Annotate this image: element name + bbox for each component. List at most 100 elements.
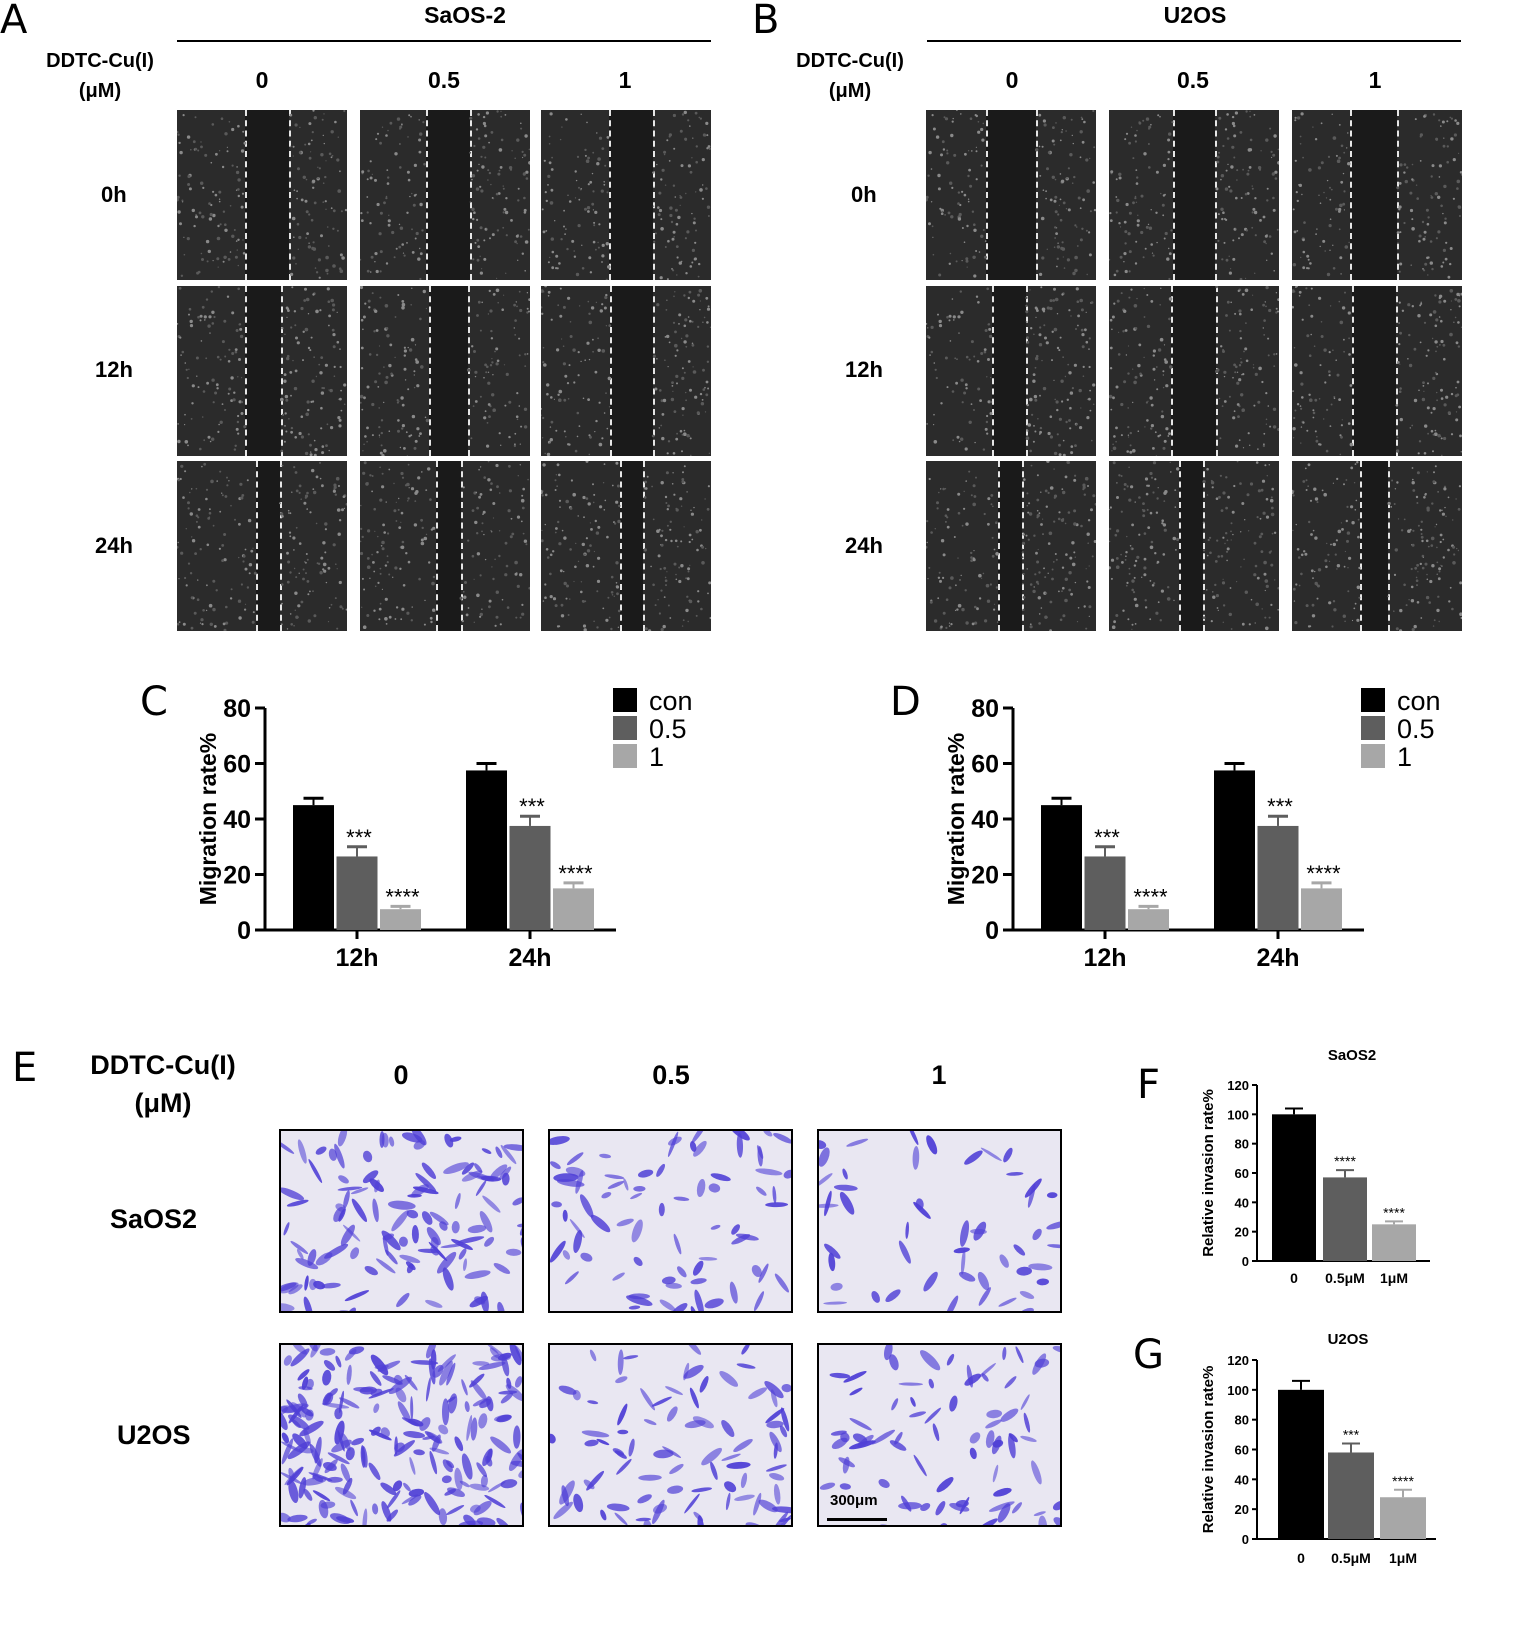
bar [509,825,551,930]
wound-edge-line [1036,110,1038,280]
y-tick-label: 0 [1242,1532,1249,1547]
wound-gap [620,461,643,631]
wound-gap [1171,286,1216,456]
significance-label: *** [346,825,372,850]
bar [1128,909,1169,930]
wound-micrograph [1292,110,1462,280]
chart-title: SaOS2 [1328,1047,1376,1064]
wound-gap [609,110,653,280]
wound-edge-line [1026,286,1028,456]
cell-texture [541,110,711,280]
bar [553,888,594,930]
y-axis-label: Migration rate% [943,733,969,906]
significance-label: **** [1383,1204,1405,1220]
transwell-image [817,1129,1062,1313]
cell-texture [360,461,530,629]
wound-edge-line [1179,461,1181,631]
wound-micrograph [926,110,1096,280]
dose-label: 0.5 [1177,67,1209,93]
time-label: 24h [845,533,883,558]
chart-title: U2OS [1328,1331,1369,1348]
bar [293,805,334,930]
x-tick-label: 24h [1256,944,1299,972]
invaded-cells [819,1131,1060,1311]
bar [1041,805,1082,930]
transwell-image [548,1343,793,1527]
legend-swatch [1361,688,1385,712]
transwell-image [279,1343,524,1527]
wound-edge-line [289,110,291,280]
wound-micrograph [1292,461,1462,631]
wound-edge-line [1388,461,1390,631]
legend-label: con [649,686,693,716]
x-tick-label: 1μM [1380,1270,1408,1286]
y-tick-label: 80 [1235,1413,1249,1428]
bar [1380,1497,1426,1539]
y-tick-label: 40 [1235,1195,1249,1210]
wound-edge-line [653,286,655,456]
panel-letter-d: D [890,679,921,725]
invasion-chart-f: SaOS2 0 20 40 60 80 100 120 Relative invasion ra… [1200,1047,1430,1286]
dose-label: 1 [618,67,632,93]
dose-label: 0.5 [652,1060,690,1090]
panel-letter-a: A [0,0,28,43]
wound-edge-line [653,110,655,280]
bar [466,770,507,930]
y-axis-label: Relative invasion rate% [1200,1366,1217,1534]
invaded-cells [281,1131,522,1311]
invaded-cells [550,1131,791,1311]
wound-gap [1352,286,1396,456]
wound-edge-line [998,461,1000,631]
scale-bar-label: 300μm [830,1492,878,1509]
wound-gap [1173,110,1215,280]
wound-edge-line [1203,461,1205,631]
y-tick-label: 20 [1235,1502,1249,1517]
y-tick-label: 0 [985,917,999,945]
cell-line-label: U2OS [117,1420,191,1450]
wound-micrograph [177,110,347,280]
x-tick-label: 0 [1290,1270,1298,1286]
y-axis-label: Migration rate% [195,733,221,906]
y-axis-label: Relative invasion rate% [1200,1089,1217,1257]
wound-edge-line [1171,286,1173,456]
y-tick-label: 120 [1227,1353,1249,1368]
wound-gap [245,110,289,280]
significance-label: **** [1306,861,1341,886]
cell-texture [1292,286,1462,456]
cell-line-title: U2OS [1163,2,1227,28]
significance-label: *** [1267,794,1293,819]
wound-micrograph [360,461,530,631]
wound-edge-line [986,110,988,280]
x-tick-label: 1μM [1389,1550,1417,1566]
wound-micrograph [541,110,711,280]
header-rule [927,40,1461,42]
wound-edge-line [245,286,247,456]
wound-edge-line [1215,110,1217,280]
cell-texture [1109,110,1279,280]
dose-label: 0 [255,67,269,93]
bar [1328,1452,1374,1539]
dose-label: 1 [1368,67,1382,93]
wound-micrograph [926,461,1096,631]
wound-gap [986,110,1036,280]
wound-micrograph [360,110,530,280]
y-tick-label: 60 [1235,1166,1249,1181]
wound-micrograph [177,286,347,456]
cell-texture [360,286,530,456]
y-tick-label: 40 [223,806,251,834]
wound-micrograph [541,286,711,456]
x-tick-label: 12h [1083,944,1126,972]
legend-swatch [613,716,637,740]
invaded-cells [550,1345,791,1525]
legend-label: 0.5 [1397,714,1435,744]
bar [1272,1114,1316,1261]
wound-edge-line [280,461,282,631]
wound-gap [256,461,280,631]
cell-texture [177,461,347,631]
treatment-label: DDTC-Cu(I) [796,50,904,72]
cell-texture [1109,461,1279,631]
panel-letter-g: G [1133,1332,1164,1378]
wound-edge-line [620,461,622,631]
y-tick-label: 80 [1235,1137,1249,1152]
